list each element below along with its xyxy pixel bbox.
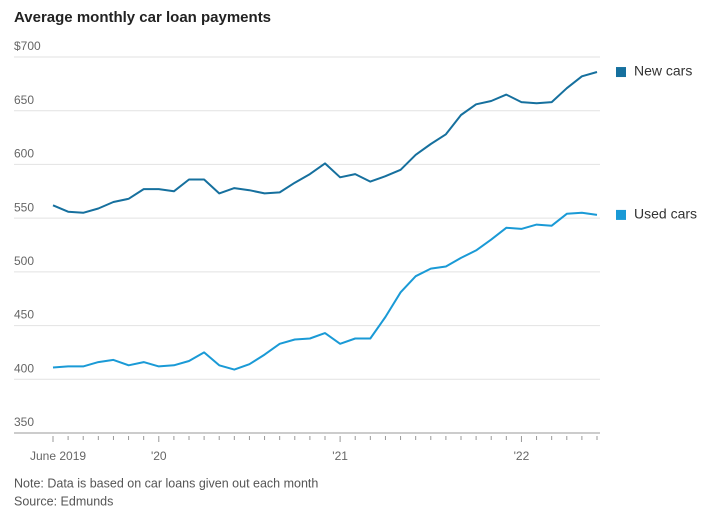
y-tick-label: 400 <box>14 361 34 375</box>
y-tick-label: 600 <box>14 147 34 161</box>
note: Note: Data is based on car loans given o… <box>14 476 318 490</box>
y-tick-label: $700 <box>14 39 41 53</box>
y-tick-label: 550 <box>14 200 34 214</box>
legend-label: Used cars <box>634 206 697 222</box>
y-tick-label: 650 <box>14 93 34 107</box>
legend-label: New cars <box>634 63 692 79</box>
x-tick-label: June 2019 <box>30 449 86 463</box>
x-tick-label: '21 <box>332 449 348 463</box>
chart-title: Average monthly car loan payments <box>14 9 271 26</box>
source: Source: Edmunds <box>14 494 113 508</box>
y-tick-label: 350 <box>14 415 34 429</box>
y-tick-label: 500 <box>14 254 34 268</box>
x-tick-label: '20 <box>151 449 167 463</box>
series-line <box>52 71 598 214</box>
y-tick-label: 450 <box>14 308 34 322</box>
series-line <box>52 211 598 371</box>
legend-swatch <box>616 209 626 220</box>
legend-swatch <box>616 67 626 78</box>
x-tick-label: '22 <box>514 449 530 463</box>
